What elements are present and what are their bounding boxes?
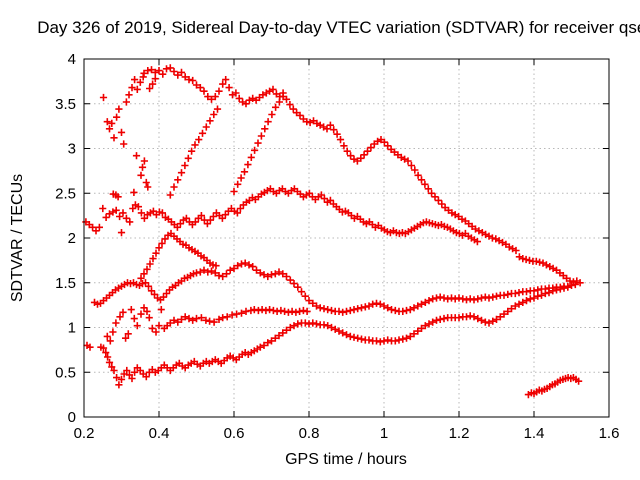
x-tick-label: 0.2 [74, 425, 95, 442]
data-points [82, 64, 584, 399]
series-rising-diagonal-1 [230, 93, 287, 196]
y-tick-labels: 0 0.5 1 1.5 2 2.5 3 3.5 4 [55, 51, 76, 426]
y-tick-label: 0 [68, 409, 76, 426]
chart-title: Day 326 of 2019, Sidereal Day-to-day VTE… [37, 18, 640, 37]
y-tick-label: 1 [68, 320, 76, 337]
y-axis-label: SDTVAR / TECUs [9, 174, 26, 302]
x-tick-label: 1 [380, 425, 388, 442]
x-tick-label: 1.4 [524, 425, 545, 442]
series-low-band-right [260, 283, 572, 349]
y-tick-label: 0.5 [55, 364, 76, 381]
x-tick-label: 0.4 [149, 425, 170, 442]
x-tick-label: 0.8 [299, 425, 320, 442]
series-low-mid-band [166, 306, 311, 327]
y-tick-label: 3 [68, 141, 76, 158]
y-tick-label: 3.5 [55, 96, 76, 113]
series-bottom-left-band [83, 341, 264, 389]
x-tick-label: 1.6 [599, 425, 620, 442]
y-tick-label: 4 [68, 51, 76, 68]
x-tick-label: 1.2 [449, 425, 470, 442]
x-tick-label: 0.6 [224, 425, 245, 442]
series-bottom-right-segment [524, 374, 583, 399]
x-axis-label: GPS time / hours [285, 451, 407, 468]
series-band-1p4 [90, 259, 579, 316]
plot-border [83, 58, 610, 418]
series-top-arc [140, 64, 584, 287]
y-tick-label: 2 [68, 230, 76, 247]
grid-lines [85, 60, 608, 416]
y-tick-label: 1.5 [55, 275, 76, 292]
series-scatter-top-left [99, 73, 159, 237]
series-mid-band [82, 185, 481, 246]
series-arch [137, 229, 220, 282]
x-tick-labels: 0.2 0.4 0.6 0.8 1 1.2 1.4 1.6 [74, 425, 620, 442]
series-noise-left-low [103, 304, 171, 345]
y-tick-label: 2.5 [55, 185, 76, 202]
series-rising-diagonal-2 [166, 105, 222, 199]
